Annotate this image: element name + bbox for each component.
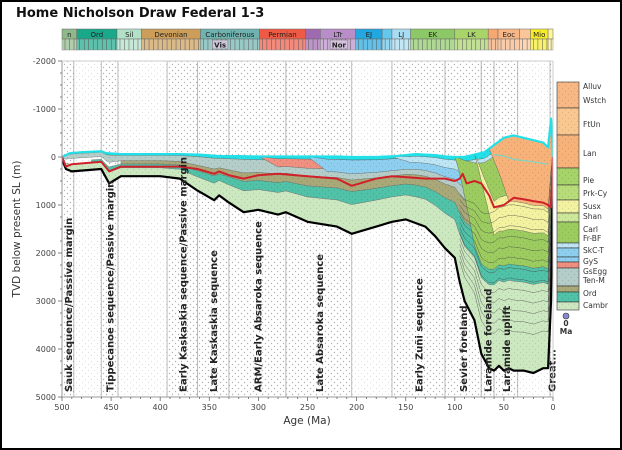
period-cell	[519, 28, 531, 40]
legend-label: Fr-BF	[583, 234, 601, 243]
time-marker-unit: Ma	[560, 327, 573, 336]
period-subcell	[519, 38, 531, 51]
sequence-label: Early Zuñi sequence	[414, 278, 425, 392]
sub-period-label: Nor	[332, 42, 347, 50]
y-tick-label: 5000	[36, 393, 56, 402]
legend-label: Ten-M	[582, 276, 605, 285]
sequence-label: Early Kaskaskia sequence/Passive margin	[178, 157, 189, 392]
legend-label: SkC-T	[583, 246, 604, 255]
period-label: Ord	[91, 31, 104, 39]
legend-label: GsEgg	[583, 267, 607, 276]
sub-period-cell	[329, 39, 349, 50]
time-marker-value: 0	[563, 319, 568, 328]
x-tick-label: 50	[499, 403, 509, 412]
sequence-label: Sauk sequence/Passive margin	[64, 218, 75, 392]
period-label: LJ	[398, 31, 404, 39]
sequence-label: Sevier foreland	[459, 305, 470, 392]
period-label: Devonian	[154, 31, 187, 39]
x-tick-label: 300	[251, 403, 266, 412]
y-tick-label: -1000	[33, 105, 56, 114]
period-label: n	[67, 31, 71, 39]
x-tick-label: 200	[349, 403, 364, 412]
period-label: LTr	[333, 31, 342, 39]
period-subcell	[76, 38, 118, 51]
period-subcell	[200, 38, 260, 51]
legend-label: Alluv	[583, 82, 602, 91]
y-tick-label: 0	[51, 153, 56, 162]
legend-label: Wstch	[583, 96, 606, 105]
legend-label: Prk-Cy	[583, 189, 608, 198]
legend-label: Shan	[583, 212, 602, 221]
sequence-label: Laramide uplift	[502, 305, 513, 392]
x-axis-label: Age (Ma)	[283, 415, 330, 427]
red-curve-line	[62, 156, 553, 209]
period-subcell	[530, 38, 549, 51]
y-tick-label: -2000	[33, 57, 56, 66]
y-tick-label: 3000	[36, 297, 56, 306]
legend-label: Susx	[583, 202, 601, 211]
period-label: LK	[467, 31, 476, 39]
series-lines	[62, 117, 553, 375]
geologic-timescale-bar: n Ord Sil Devonian Carboniferous Permian LTr EJ…	[61, 28, 554, 51]
time-marker-icon	[562, 312, 570, 320]
surface-line	[62, 117, 553, 159]
period-label: EK	[428, 31, 437, 39]
sequence-label: Late Absaroka sequence	[315, 254, 326, 392]
period-subcell	[487, 38, 499, 51]
period-label: Permian	[268, 31, 297, 39]
period-subcell	[410, 38, 456, 51]
basement-line	[62, 156, 553, 375]
x-ticks: 500 450 400 350 300 250 200 150 100 50 0	[54, 397, 556, 412]
legend-hatch	[557, 82, 579, 310]
paleo-water-line	[493, 154, 549, 165]
x-tick-label: 400	[153, 403, 168, 412]
period-label: Sil	[125, 31, 133, 39]
period-subcell	[141, 38, 201, 51]
legend-label: Ord	[583, 289, 597, 298]
sub-period-cell	[211, 39, 229, 50]
legend-label: Carl	[583, 225, 598, 234]
hatch-overlay	[62, 61, 553, 397]
period-cell	[547, 28, 554, 40]
period-cell	[305, 28, 321, 40]
sequence-label: Tippecanoe sequence/Passive margin	[106, 181, 117, 392]
x-tick-label: 450	[103, 403, 118, 412]
sequence-label: Laramide foreland	[484, 289, 495, 392]
y-tick-label: 4000	[36, 345, 56, 354]
legend-label: FtUn	[583, 120, 601, 129]
sequence-label: Late Kaskaskia sequence	[209, 250, 220, 392]
x-tick-label: 150	[398, 403, 413, 412]
period-label: Mio	[533, 31, 545, 39]
period-label: Carboniferous	[205, 31, 254, 39]
strata-layers	[62, 61, 553, 397]
y-tick-label: 1000	[36, 201, 56, 210]
period-subcell	[355, 38, 383, 51]
period-label: EJ	[366, 31, 373, 39]
legend-label: Pie	[583, 176, 594, 185]
y-tick-label: 2000	[36, 249, 56, 258]
period-cell	[487, 28, 499, 40]
period-label: Eoc	[503, 31, 516, 39]
sequence-label: ARM/Early Absaroka sequence	[253, 221, 264, 392]
sub-period-label: Vis	[214, 42, 226, 50]
period-cell	[381, 28, 393, 40]
x-tick-label: 500	[54, 403, 69, 412]
legend-label: Lan	[583, 149, 597, 158]
x-tick-label: 0	[550, 403, 555, 412]
chart-title: Home Nicholson Draw Federal 1-3	[16, 6, 265, 21]
x-tick-label: 100	[447, 403, 462, 412]
y-axis-label: TVD below present SL (m)	[11, 161, 23, 299]
x-tick-label: 250	[300, 403, 315, 412]
y-ticks: -2000 -1000 0 1000 2000 3000 4000 5000	[33, 57, 62, 402]
legend-label: Cambr	[583, 301, 609, 310]
period-subcell	[547, 38, 554, 51]
x-tick-label: 350	[202, 403, 217, 412]
period-subcell	[381, 38, 393, 51]
legend-label: GyS	[583, 257, 598, 266]
